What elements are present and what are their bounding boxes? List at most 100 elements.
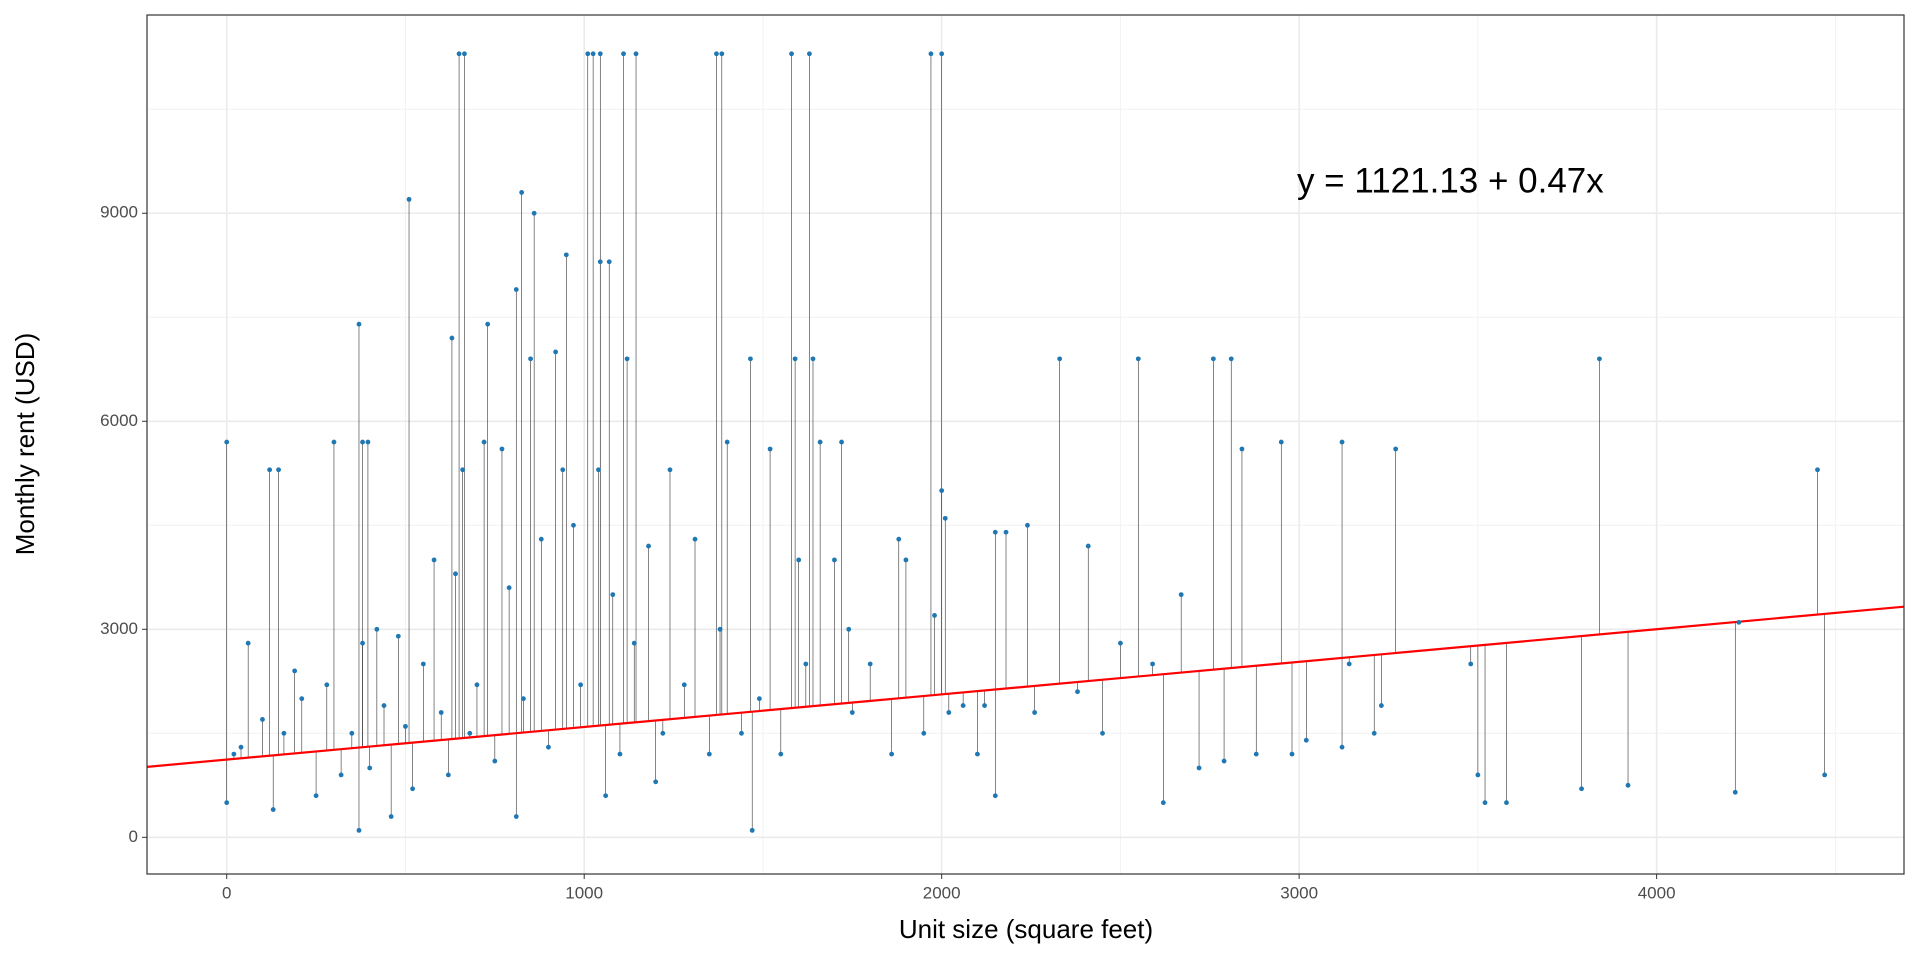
point bbox=[499, 446, 505, 452]
point bbox=[717, 626, 723, 632]
point bbox=[238, 744, 244, 750]
point bbox=[1468, 661, 1474, 667]
point bbox=[224, 800, 230, 806]
point bbox=[1278, 439, 1284, 445]
point bbox=[667, 467, 673, 473]
point bbox=[1579, 786, 1584, 792]
point bbox=[1625, 782, 1631, 788]
point bbox=[331, 439, 337, 445]
point bbox=[1253, 751, 1259, 757]
point bbox=[513, 814, 519, 819]
point bbox=[1221, 758, 1227, 764]
point bbox=[1003, 529, 1009, 535]
fit-line bbox=[147, 605, 1904, 768]
point bbox=[474, 682, 480, 688]
point bbox=[481, 439, 487, 445]
point bbox=[724, 439, 730, 445]
point bbox=[313, 793, 319, 799]
point bbox=[456, 51, 462, 57]
y-tick-label: 0 bbox=[129, 827, 138, 846]
point bbox=[513, 287, 519, 292]
x-tick-label: 0 bbox=[222, 883, 231, 902]
point bbox=[276, 467, 281, 473]
point bbox=[1150, 661, 1155, 667]
point bbox=[1815, 467, 1820, 473]
point bbox=[571, 522, 576, 528]
point bbox=[546, 744, 551, 750]
point bbox=[260, 717, 265, 722]
point bbox=[462, 51, 467, 57]
point bbox=[810, 356, 816, 362]
x-axis-label: Unit size (square feet) bbox=[899, 914, 1153, 944]
y-tick-label: 3000 bbox=[100, 619, 138, 638]
point bbox=[928, 51, 934, 57]
point bbox=[445, 772, 451, 778]
point bbox=[617, 751, 623, 757]
point bbox=[1339, 439, 1345, 445]
point bbox=[1597, 356, 1602, 362]
point bbox=[1032, 710, 1038, 715]
point bbox=[681, 682, 687, 688]
point bbox=[360, 439, 365, 445]
point bbox=[756, 696, 762, 702]
point bbox=[453, 571, 458, 577]
point bbox=[867, 661, 873, 667]
point bbox=[706, 751, 712, 757]
point bbox=[597, 51, 603, 57]
point bbox=[406, 196, 412, 202]
point bbox=[531, 210, 537, 216]
point bbox=[610, 592, 616, 598]
point bbox=[849, 710, 855, 715]
point bbox=[796, 557, 802, 563]
point bbox=[292, 668, 298, 674]
point bbox=[553, 349, 558, 355]
point bbox=[267, 467, 273, 473]
point bbox=[1475, 772, 1481, 778]
point bbox=[270, 807, 276, 812]
point bbox=[646, 543, 651, 549]
point bbox=[485, 321, 491, 327]
point bbox=[714, 51, 719, 57]
x-tick-label: 2000 bbox=[923, 883, 961, 902]
y-tick-label: 9000 bbox=[100, 203, 138, 222]
point bbox=[982, 703, 987, 708]
point bbox=[960, 703, 966, 708]
point bbox=[538, 536, 544, 542]
point bbox=[521, 696, 526, 702]
point bbox=[403, 723, 408, 729]
x-tick-label: 1000 bbox=[565, 883, 603, 902]
point bbox=[1346, 661, 1352, 667]
point bbox=[1135, 356, 1141, 362]
point bbox=[692, 536, 698, 542]
point bbox=[563, 252, 569, 258]
point bbox=[839, 439, 844, 445]
point bbox=[621, 51, 626, 57]
point bbox=[1075, 689, 1080, 695]
point bbox=[1100, 730, 1105, 736]
point bbox=[653, 779, 659, 785]
point bbox=[381, 703, 387, 708]
point bbox=[420, 661, 426, 667]
x-tick-label: 3000 bbox=[1280, 883, 1318, 902]
point bbox=[528, 356, 533, 362]
point bbox=[767, 446, 773, 452]
point bbox=[803, 661, 809, 667]
point bbox=[438, 710, 444, 715]
point bbox=[817, 439, 823, 445]
point bbox=[603, 793, 609, 799]
point bbox=[231, 751, 237, 757]
point bbox=[1303, 737, 1309, 743]
point bbox=[365, 439, 371, 445]
point bbox=[992, 529, 998, 535]
point bbox=[939, 51, 945, 57]
point bbox=[889, 751, 895, 757]
y-tick-label: 6000 bbox=[100, 411, 138, 430]
point bbox=[846, 626, 852, 632]
point bbox=[942, 515, 948, 521]
point bbox=[1239, 446, 1245, 452]
point bbox=[1393, 446, 1399, 452]
point bbox=[388, 814, 394, 819]
point bbox=[1196, 765, 1202, 771]
point bbox=[896, 536, 902, 542]
